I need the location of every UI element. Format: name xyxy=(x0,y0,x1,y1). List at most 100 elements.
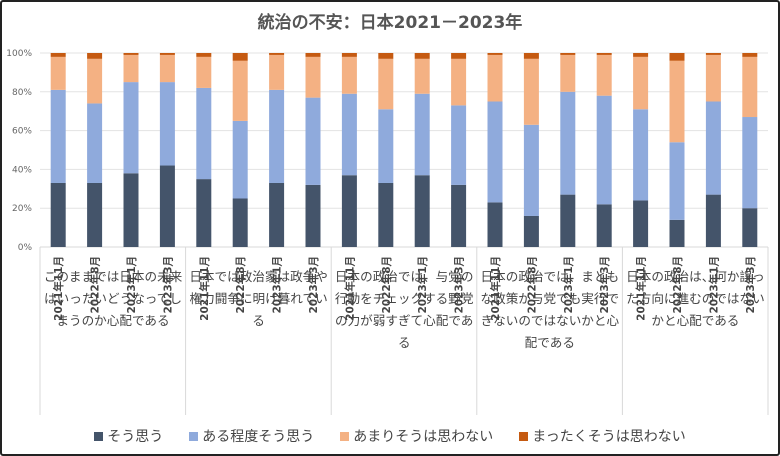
bar-segment-2 xyxy=(596,54,612,96)
bar-segment-2 xyxy=(414,58,430,94)
bar-segment-3 xyxy=(560,53,576,55)
x-tick-label: 2021年11月 xyxy=(489,256,502,321)
bar-segment-1 xyxy=(269,89,285,183)
bar-segment-0 xyxy=(378,182,394,247)
x-tick-label: 2023年1月 xyxy=(707,256,720,314)
bar-segment-0 xyxy=(596,204,612,247)
bar-segment-3 xyxy=(50,53,66,57)
bar-segment-2 xyxy=(633,56,649,110)
y-tick-label: 0% xyxy=(18,243,33,253)
bar-segment-0 xyxy=(414,175,430,247)
bar-segment-1 xyxy=(87,103,103,183)
bar-segment-3 xyxy=(414,53,430,59)
bar-segment-2 xyxy=(269,54,285,90)
bar-segment-3 xyxy=(378,53,394,59)
legend-item: あまりそうは思わない xyxy=(340,426,493,446)
bar-segment-3 xyxy=(633,53,649,57)
bar-segment-1 xyxy=(560,91,576,195)
x-tick-label: 2022年8月 xyxy=(380,256,393,314)
x-tick-label: 2023年1月 xyxy=(125,256,138,314)
bar-segment-2 xyxy=(87,58,103,104)
bar-segment-1 xyxy=(341,93,357,176)
x-tick-label: 2023年3月 xyxy=(598,256,611,314)
x-tick-label: 2022年8月 xyxy=(671,256,684,314)
bar-segment-0 xyxy=(305,184,321,247)
x-tick-label: 2023年3月 xyxy=(744,256,757,314)
x-tick-label: 2021年11月 xyxy=(52,256,65,321)
group-label: このままでは日本の未来はいったいどうなってしまうのか心配である xyxy=(43,269,183,328)
bar-segment-3 xyxy=(159,53,175,55)
x-tick-label: 2021年11月 xyxy=(343,256,356,321)
bar-segment-1 xyxy=(523,124,539,216)
legend-swatch xyxy=(189,431,199,441)
legend-label: あまりそうは思わない xyxy=(353,429,494,445)
bar-segment-1 xyxy=(50,89,66,183)
bar-segment-1 xyxy=(123,82,139,174)
bar-segment-3 xyxy=(123,53,139,55)
bar-segment-0 xyxy=(341,175,357,247)
bar-segment-0 xyxy=(196,179,212,247)
x-tick-label: 2023年3月 xyxy=(161,256,174,314)
legend-swatch xyxy=(340,431,350,441)
bar-segment-0 xyxy=(523,215,539,247)
legend-label: そう思う xyxy=(107,429,164,445)
bar-segment-2 xyxy=(159,54,175,83)
bar-segment-3 xyxy=(196,53,212,57)
bar-segment-2 xyxy=(669,60,685,143)
x-tick-label: 2023年1月 xyxy=(562,256,575,314)
x-tick-label: 2023年1月 xyxy=(271,256,284,314)
chart-title: 統治の不安：日本2021－2023年 xyxy=(257,13,523,33)
bar-segment-2 xyxy=(451,58,467,106)
bar-segment-2 xyxy=(341,56,357,94)
bar-segment-3 xyxy=(487,53,503,55)
bar-segment-2 xyxy=(196,56,212,88)
legend-item: まったくそうは思わない xyxy=(519,426,686,446)
bar-segment-1 xyxy=(378,109,394,183)
bar-segment-2 xyxy=(305,56,321,98)
bar-segment-0 xyxy=(742,208,758,247)
y-tick-label: 40% xyxy=(12,165,32,175)
bar-segment-3 xyxy=(232,53,248,61)
group-label: 日本の政治は、何か誤った方向に進むのではないかと心配である xyxy=(626,269,765,328)
bar-segment-2 xyxy=(487,54,503,102)
x-tick-label: 2023年1月 xyxy=(416,256,429,314)
legend-label: ある程度そう思う xyxy=(202,429,315,445)
bar-segment-0 xyxy=(123,173,139,247)
bar-segment-2 xyxy=(378,58,394,110)
bar-segment-1 xyxy=(232,120,248,199)
bar-segment-0 xyxy=(269,182,285,247)
bar-segment-1 xyxy=(196,87,212,180)
y-tick-label: 60% xyxy=(12,127,32,137)
x-tick-label: 2021年11月 xyxy=(635,256,648,321)
bar-segment-0 xyxy=(705,194,721,247)
legend-swatch xyxy=(94,431,104,441)
bar-segment-2 xyxy=(232,60,248,121)
x-tick-label: 2021年11月 xyxy=(198,256,211,321)
bar-segment-1 xyxy=(669,142,685,220)
bar-segment-2 xyxy=(523,58,539,125)
legend-item: そう思う xyxy=(94,426,163,446)
bar-segment-3 xyxy=(742,53,758,57)
bar-segment-1 xyxy=(414,93,430,176)
x-tick-label: 2023年3月 xyxy=(453,256,466,314)
bar-segment-1 xyxy=(487,101,503,203)
bar-segment-1 xyxy=(159,82,175,166)
bar-segment-3 xyxy=(705,53,721,55)
bar-segment-1 xyxy=(742,117,758,209)
bar-segment-3 xyxy=(269,53,285,55)
group-label: 日本では政治家は政争や権力闘争に明け暮れている xyxy=(189,269,328,328)
bar-segment-0 xyxy=(232,198,248,247)
bar-segment-1 xyxy=(633,109,649,201)
x-tick-label: 2022年8月 xyxy=(89,256,102,314)
legend-item: ある程度そう思う xyxy=(189,426,314,446)
bar-segment-3 xyxy=(341,53,357,57)
bar-segment-3 xyxy=(87,53,103,59)
group-label: 日本の政治では、与党の行動をチェックする野党の力が弱すぎて心配である xyxy=(334,269,474,350)
bar-segment-2 xyxy=(742,56,758,118)
x-tick-label: 2022年8月 xyxy=(234,256,247,314)
bar-segment-0 xyxy=(50,182,66,247)
bar-segment-0 xyxy=(669,219,685,247)
bar-segment-3 xyxy=(451,53,467,59)
bar-segment-2 xyxy=(123,54,139,83)
